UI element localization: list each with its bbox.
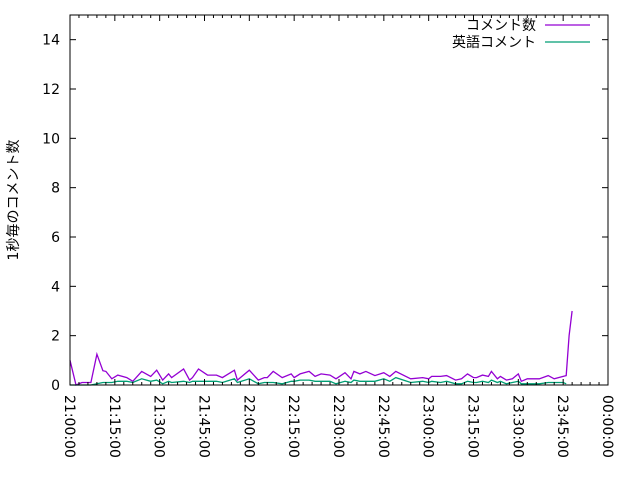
y-tick-label: 4	[51, 279, 60, 295]
x-tick-label: 23:00:00	[420, 395, 436, 458]
series-line-0	[69, 310, 573, 386]
x-tick-label: 22:45:00	[375, 395, 391, 458]
x-tick-label: 21:15:00	[106, 395, 122, 458]
y-tick-label: 8	[51, 181, 60, 197]
y-tick-label: 2	[51, 329, 60, 345]
plot-frame	[69, 14, 609, 386]
x-tick-label: 23:45:00	[554, 395, 570, 458]
legend-label: コメント数	[466, 18, 536, 34]
x-tick-label: 22:15:00	[285, 395, 301, 458]
y-axis-label: 1秒毎のコメント数	[6, 140, 22, 261]
y-tick-label: 14	[42, 33, 60, 49]
x-tick-label: 22:30:00	[330, 395, 346, 458]
x-tick-label: 22:00:00	[240, 395, 256, 458]
x-tick-label: 21:30:00	[151, 395, 167, 458]
y-tick-label: 0	[51, 378, 60, 394]
x-tick-label: 21:00:00	[61, 395, 77, 458]
series-line-1	[70, 376, 567, 386]
y-tick-label: 6	[51, 230, 60, 246]
x-tick-label: 23:30:00	[509, 395, 525, 458]
axes: 0 2 4 6 8 10 12 14 21:00:00 21:15:00 21:30:00 21:45…	[42, 15, 615, 458]
y-tick-label: 12	[42, 82, 60, 98]
legend-label: 英語コメント	[452, 34, 536, 51]
y-tick-label: 10	[42, 131, 60, 147]
plot-lines	[69, 310, 573, 386]
x-tick-label: 21:45:00	[196, 395, 212, 458]
x-tick-label: 23:15:00	[465, 395, 481, 458]
x-tick-label: 00:00:00	[599, 395, 615, 458]
